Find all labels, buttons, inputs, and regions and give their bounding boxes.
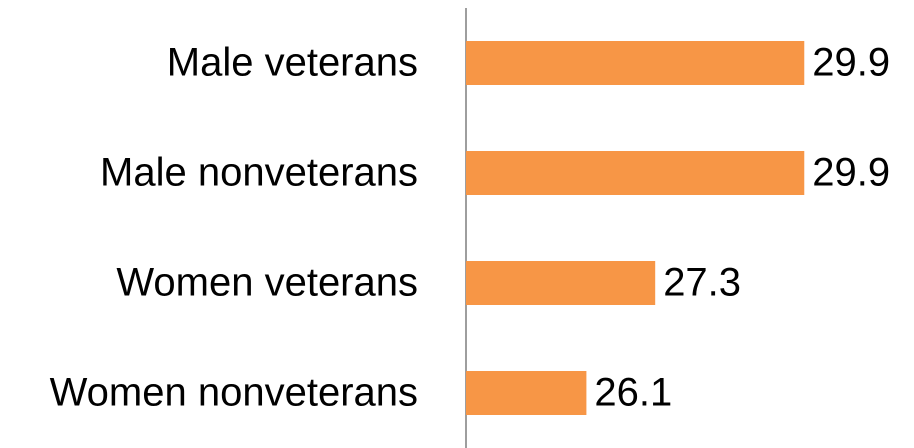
- bar: [466, 371, 587, 415]
- value-label: 26.1: [594, 371, 672, 415]
- value-label: 27.3: [663, 261, 741, 305]
- category-label: Male nonveterans: [100, 151, 418, 195]
- category-label: Male veterans: [167, 41, 418, 85]
- category-label: Women veterans: [116, 261, 418, 305]
- bar: [466, 261, 656, 305]
- value-label: 29.9: [812, 41, 890, 85]
- value-label: 29.9: [812, 151, 890, 195]
- bar: [466, 151, 805, 195]
- category-label: Women nonveterans: [50, 371, 418, 415]
- bar: [466, 41, 805, 85]
